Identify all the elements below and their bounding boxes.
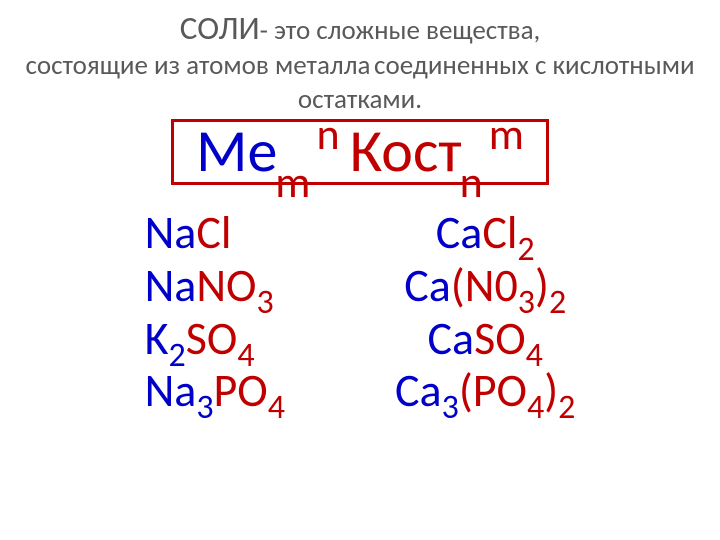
formula-token: 2: [558, 387, 575, 428]
formula-token: 3: [518, 282, 535, 323]
formula-token: 2: [168, 335, 185, 376]
slide: СОЛИ- это сложные вещества, состоящие из…: [0, 0, 720, 540]
metal-symbol: Ме: [196, 122, 277, 182]
formula-line: Na3PO4: [145, 365, 285, 418]
formula-token: 3: [196, 387, 213, 428]
metal-subscript: m: [275, 160, 310, 204]
acid-subscript: n: [460, 160, 483, 204]
formula-token: 4: [237, 335, 254, 376]
formula-token: SO: [186, 311, 238, 367]
slide-title: СОЛИ- это сложные вещества, состоящие из…: [0, 8, 720, 117]
formula-token: 4: [526, 335, 543, 376]
title-main-word: СОЛИ: [180, 8, 260, 48]
formula-token: ): [535, 258, 549, 314]
formula-token: Cl: [196, 205, 231, 261]
formula-token: Na: [145, 258, 197, 314]
title-line-1: СОЛИ- это сложные вещества,: [0, 8, 720, 49]
formula-token: Ca: [428, 311, 475, 367]
general-formula-box: Ме m n Кост n m: [171, 119, 549, 185]
formula-token: K: [145, 311, 169, 367]
general-formula-acid-part: Кост n m: [350, 122, 524, 182]
formula-token: 2: [549, 282, 566, 323]
formula-token: 3: [442, 387, 459, 428]
formula-token: NO: [196, 258, 256, 314]
formula-token: Na: [145, 205, 197, 261]
general-formula-metal-part: Ме m n: [196, 122, 339, 182]
examples-columns: NaClNaNO3K2SO4Na3PO4 CaCl2Ca(N03)2CaSO4C…: [145, 207, 576, 419]
formula-token: (N0: [451, 258, 518, 314]
formula-line: NaCl: [145, 207, 285, 260]
examples-left-column: NaClNaNO3K2SO4Na3PO4: [145, 207, 285, 419]
formula-token: 2: [517, 229, 534, 270]
formula-token: 3: [256, 282, 273, 323]
formula-token: (PO: [459, 363, 527, 419]
formula-token: Ca: [395, 363, 442, 419]
metal-superscript: n: [316, 112, 339, 156]
formula-line: Ca(N03)2: [395, 260, 575, 313]
examples-right-column: CaCl2Ca(N03)2CaSO4Ca3(PO4)2: [395, 207, 575, 419]
formula-token: ): [544, 363, 558, 419]
formula-token: Ca: [404, 258, 451, 314]
acid-rest-symbol: Кост: [350, 122, 462, 182]
title-rest-1: - это сложные вещества,: [260, 14, 541, 47]
formula-token: 4: [268, 387, 285, 428]
acid-superscript: m: [489, 112, 524, 156]
formula-line: NaNO3: [145, 260, 285, 313]
formula-token: 4: [527, 387, 544, 428]
formula-line: CaCl2: [395, 207, 575, 260]
formula-token: Ca: [436, 205, 483, 261]
formula-line: Ca3(PO4)2: [395, 365, 575, 418]
formula-token: Cl: [482, 205, 517, 261]
title-rest-2: состоящие из атомов металла: [25, 49, 370, 82]
